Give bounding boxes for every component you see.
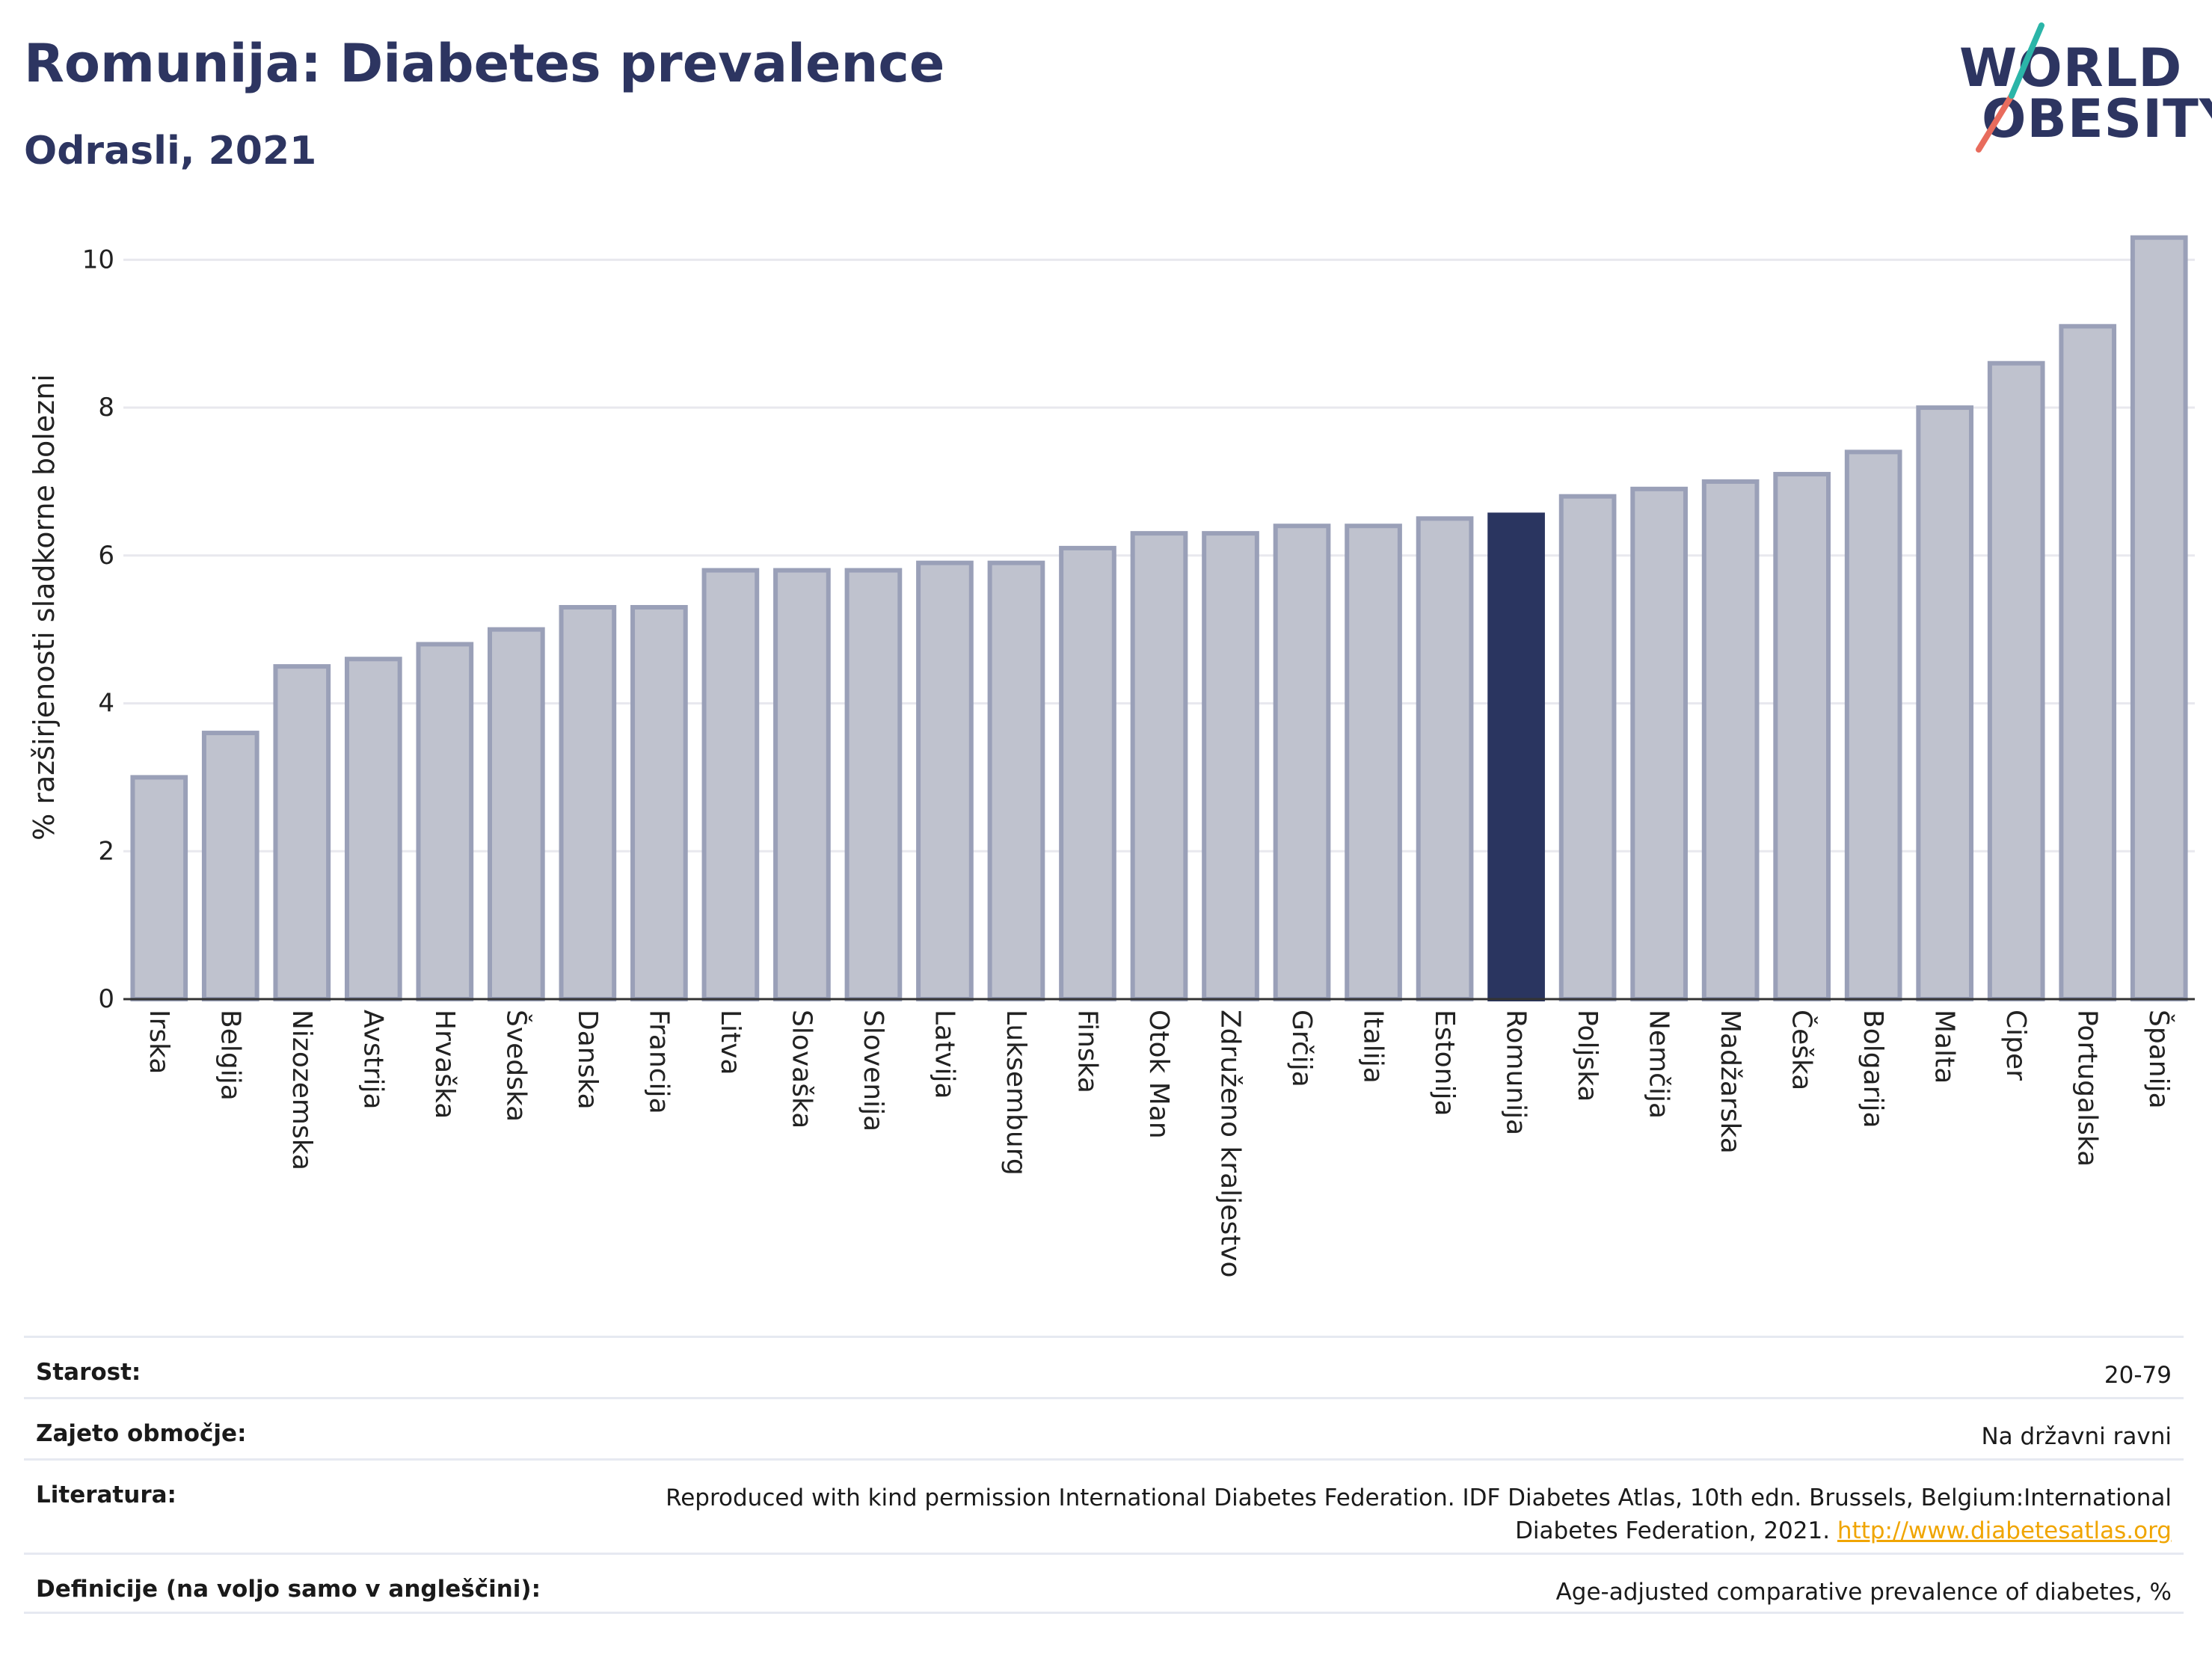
x-tick-label: Irska [144,1010,174,1074]
y-tick-label: 0 [98,984,114,1014]
y-axis-label: % razširjenosti sladkorne bolezni [28,374,61,841]
y-tick-label: 8 [98,393,114,423]
bar [987,560,1045,1001]
bar [1916,405,1974,1002]
y-tick-label: 10 [82,245,114,274]
bar [2059,324,2117,1001]
x-tick-label: Malta [1929,1010,1960,1084]
references-text: Reproduced with kind permission Internat… [666,1484,2172,1544]
bar [1130,531,1188,1001]
bar-chart: 0 2 4 6 8 10 % razširjenosti sladkorne bolezni… [28,235,2195,1278]
meta-label-references: Literatura: [36,1481,176,1508]
bar [1630,486,1688,1001]
x-tick-label: Avstrija [357,1010,388,1110]
meta-value-references: Reproduced with kind permission Internat… [649,1481,2172,1547]
meta-value-age: 20-79 [2104,1362,2172,1389]
bar [130,775,188,1001]
x-tick-label: Švedska [500,1010,532,1122]
x-tick-label: Latvija [929,1010,959,1099]
y-tick-label: 2 [98,836,114,866]
y-tick-label: 6 [98,541,114,571]
meta-row-coverage: Zajeto območje: Na državni ravni [24,1397,2184,1458]
x-tick-label: Finska [1072,1010,1102,1093]
x-tick-label: Poljska [1572,1010,1603,1102]
x-tick-label: Združeno kraljestvo [1215,1010,1246,1278]
bar [344,657,402,1001]
x-tick-label: Litva [715,1010,746,1075]
references-link[interactable]: http://www.diabetesatlas.org [1837,1517,2172,1544]
x-tick-label: Madžarska [1715,1010,1745,1154]
x-tick-label: Češka [1787,1010,1818,1090]
meta-row-age: Starost: 20-79 [24,1336,2184,1397]
y-tick-label: 4 [98,689,114,719]
x-tick-label: Grčija [1286,1010,1317,1087]
x-tick-label: Romunija [1501,1010,1531,1135]
meta-label-coverage: Zajeto območje: [36,1420,247,1447]
bar [1701,479,1760,1002]
x-tick-label: Ciper [2000,1010,2031,1081]
logo-slash-icon [1976,22,2044,153]
x-tick-label: Portugalska [2072,1010,2103,1167]
bar [488,627,545,1002]
bar [1844,449,1902,1001]
bar [273,664,331,1002]
bar [1416,516,1474,1001]
x-tick-label: Slovenija [858,1010,888,1132]
meta-row-references: Literatura: Reproduced with kind permiss… [24,1458,2184,1553]
x-tick-label: Španija [2143,1010,2175,1109]
bar [1202,531,1259,1001]
bar [1558,494,1617,1001]
bar [1273,523,1331,1001]
meta-row-definitions: Definicije (na voljo samo v angleščini):… [24,1553,2184,1614]
metadata-table: Starost: 20-79 Zajeto območje: Na državn… [24,1336,2184,1614]
chart-title: Romunija: Diabetes prevalence [24,33,945,94]
logo-line-1: WORLD [1959,37,2183,99]
x-tick-label: Hrvaška [429,1010,460,1119]
x-tick-label: Nizozemska [286,1010,317,1170]
bar [701,568,760,1001]
x-tick-label: Bolgarija [1858,1010,1888,1129]
bar [630,605,688,1001]
meta-label-definitions: Definicije (na voljo samo v angleščini): [36,1576,541,1603]
bar [559,605,617,1001]
bar [916,560,974,1001]
x-tick-label: Nemčija [1644,1010,1674,1119]
x-tick-label: Luksemburg [1001,1010,1031,1176]
x-tick-label: Slovaška [786,1010,817,1129]
meta-value-coverage: Na državni ravni [1981,1423,2172,1450]
bar [1773,472,1831,1002]
bar [773,568,831,1001]
x-tick-label: Estonija [1429,1010,1460,1117]
chart-subtitle: Odrasli, 2021 [24,129,317,174]
bar [1345,523,1402,1001]
x-tick-label: Italija [1358,1010,1389,1084]
bar [2130,235,2188,1001]
bar [844,568,903,1001]
bar [201,731,259,1002]
meta-value-definitions: Age-adjusted comparative prevalence of d… [1555,1579,2172,1606]
x-tick-label: Otok Man [1143,1010,1174,1139]
bar [416,642,474,1001]
logo-line-2: OBESITY [1982,88,2212,150]
x-tick-label: Belgija [215,1010,245,1101]
bar [1059,545,1116,1002]
meta-label-age: Starost: [36,1359,141,1386]
x-tick-label: Francija [643,1010,674,1114]
world-obesity-logo: WORLD OBESITY [1944,21,2212,163]
bar [1487,512,1545,1001]
bar [1987,360,2045,1002]
x-tick-label: Danska [572,1010,603,1110]
